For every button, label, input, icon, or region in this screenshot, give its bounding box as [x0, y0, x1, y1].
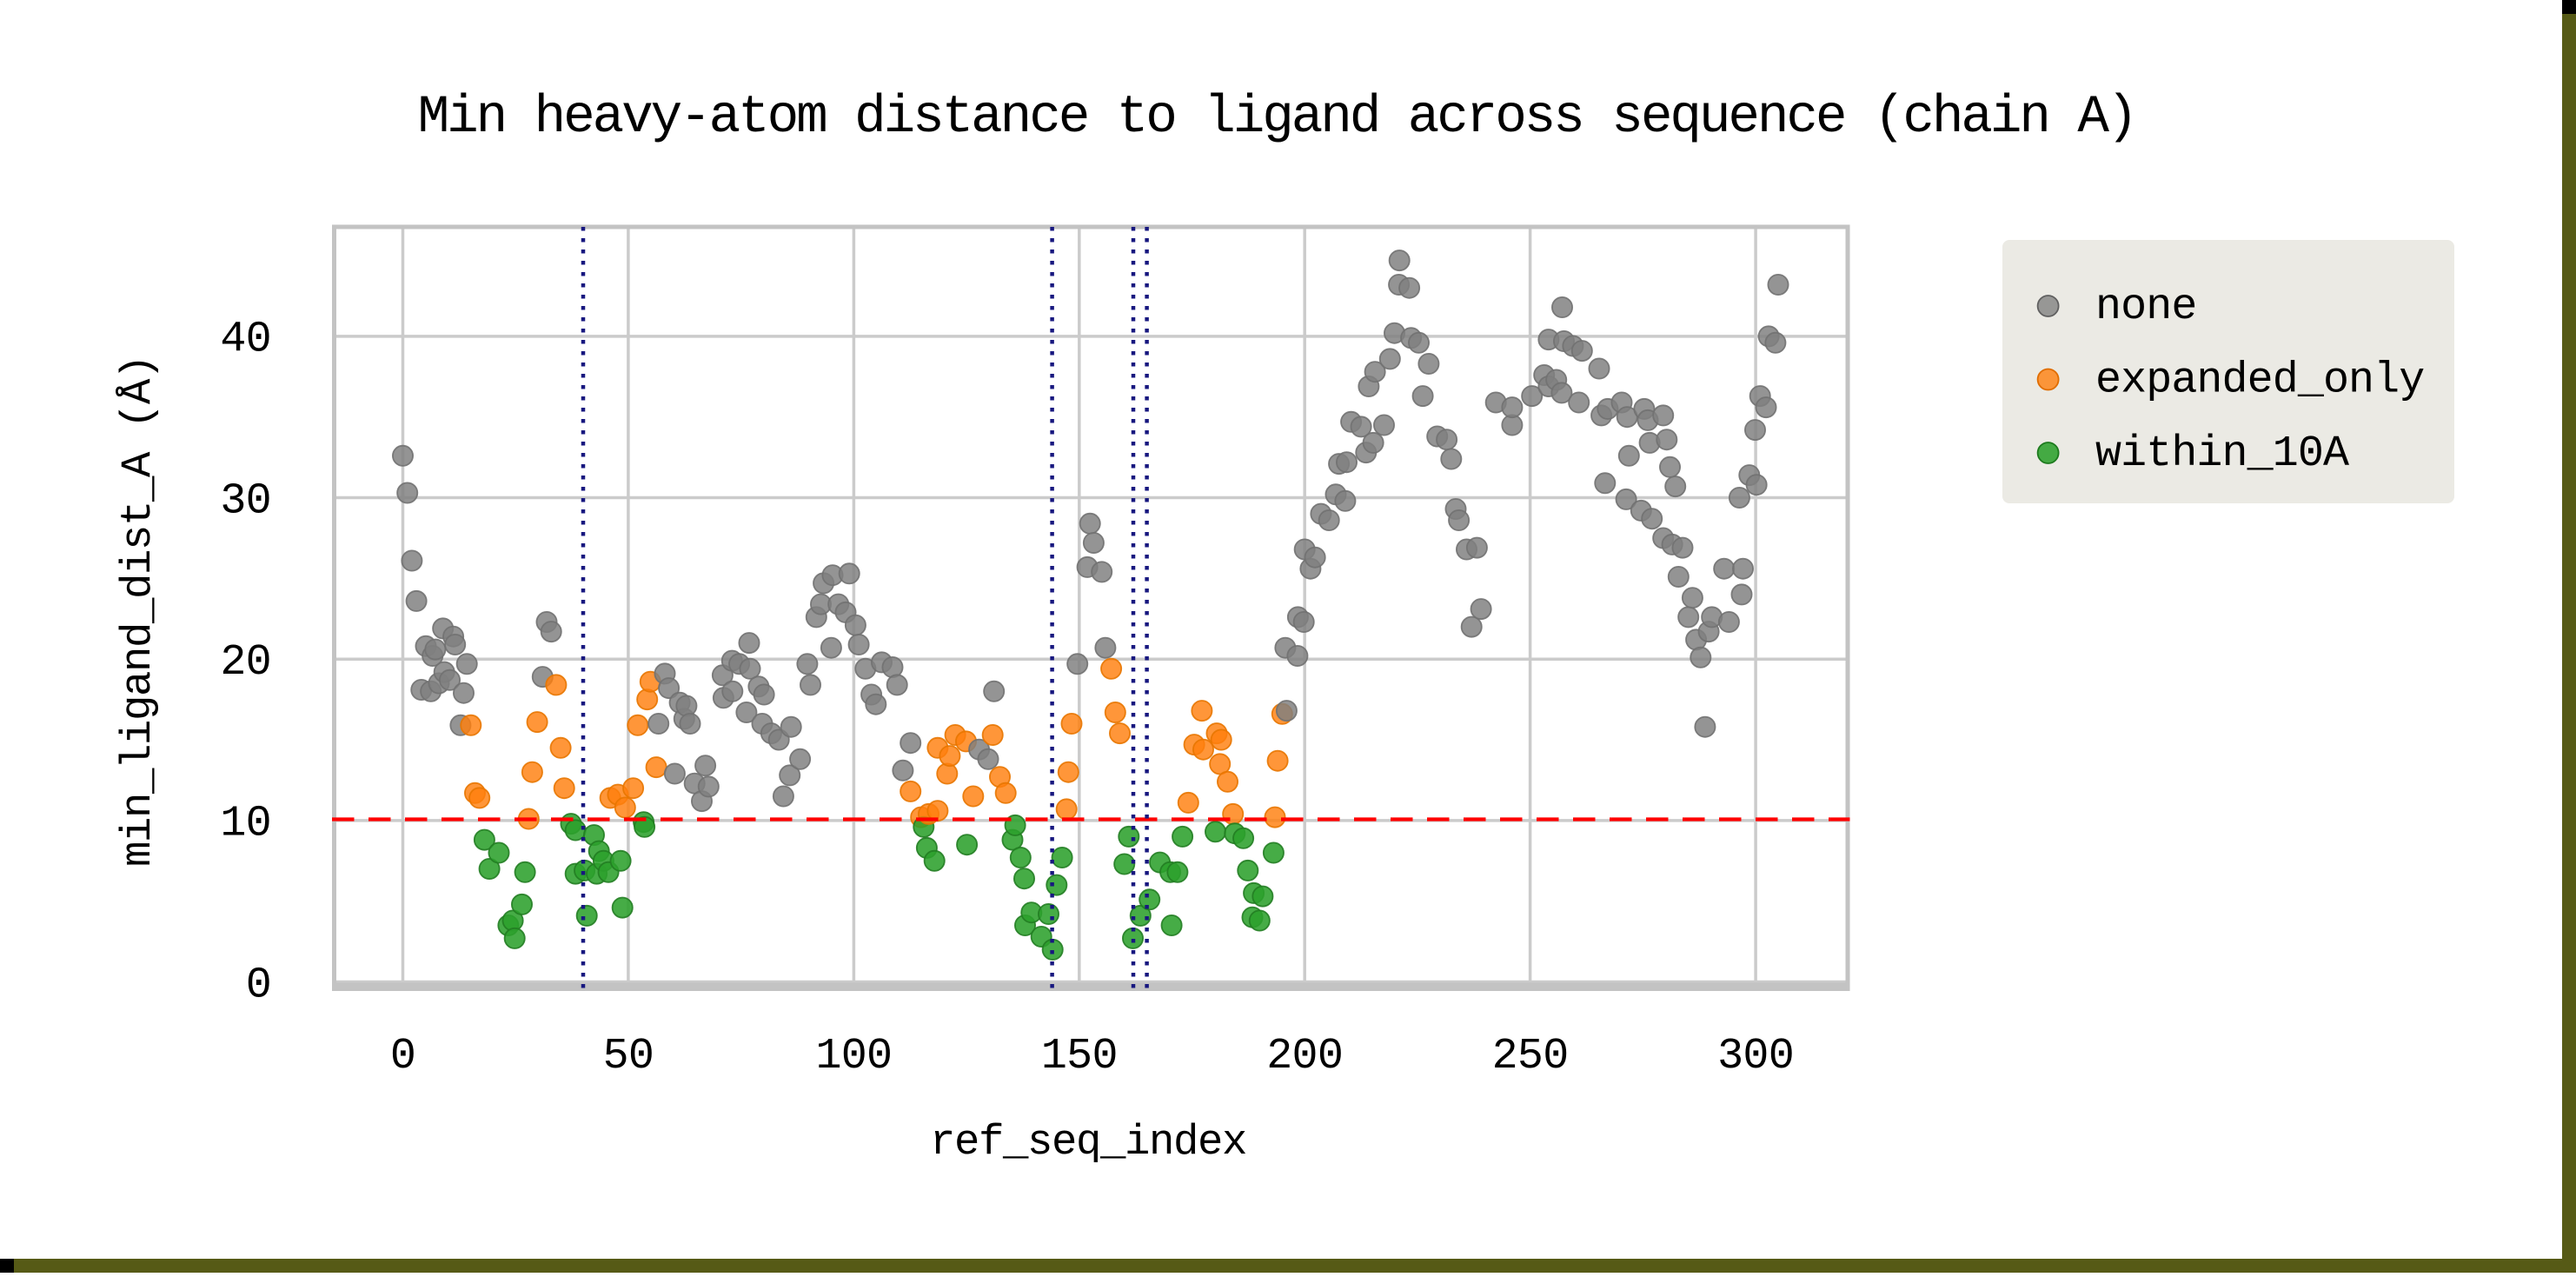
svg-text:100: 100	[815, 1032, 892, 1081]
svg-text:10: 10	[220, 800, 271, 849]
svg-text:150: 150	[1041, 1032, 1118, 1081]
svg-text:within_10A: within_10A	[2095, 429, 2349, 479]
svg-text:min_ligand_dist_A (Å): min_ligand_dist_A (Å)	[114, 356, 163, 867]
svg-text:30: 30	[220, 476, 271, 526]
svg-text:50: 50	[603, 1032, 654, 1081]
svg-text:none: none	[2095, 283, 2196, 332]
svg-text:200: 200	[1266, 1032, 1343, 1081]
svg-text:0: 0	[246, 961, 271, 1010]
svg-text:250: 250	[1492, 1032, 1569, 1081]
svg-text:ref_seq_index: ref_seq_index	[930, 1118, 1246, 1167]
svg-text:300: 300	[1717, 1032, 1794, 1081]
svg-text:20: 20	[220, 638, 271, 688]
svg-text:expanded_only: expanded_only	[2095, 356, 2424, 406]
svg-text:Min heavy-atom distance to lig: Min heavy-atom distance to ligand across…	[418, 88, 2136, 148]
svg-text:40: 40	[220, 316, 271, 365]
svg-text:0: 0	[390, 1032, 415, 1081]
